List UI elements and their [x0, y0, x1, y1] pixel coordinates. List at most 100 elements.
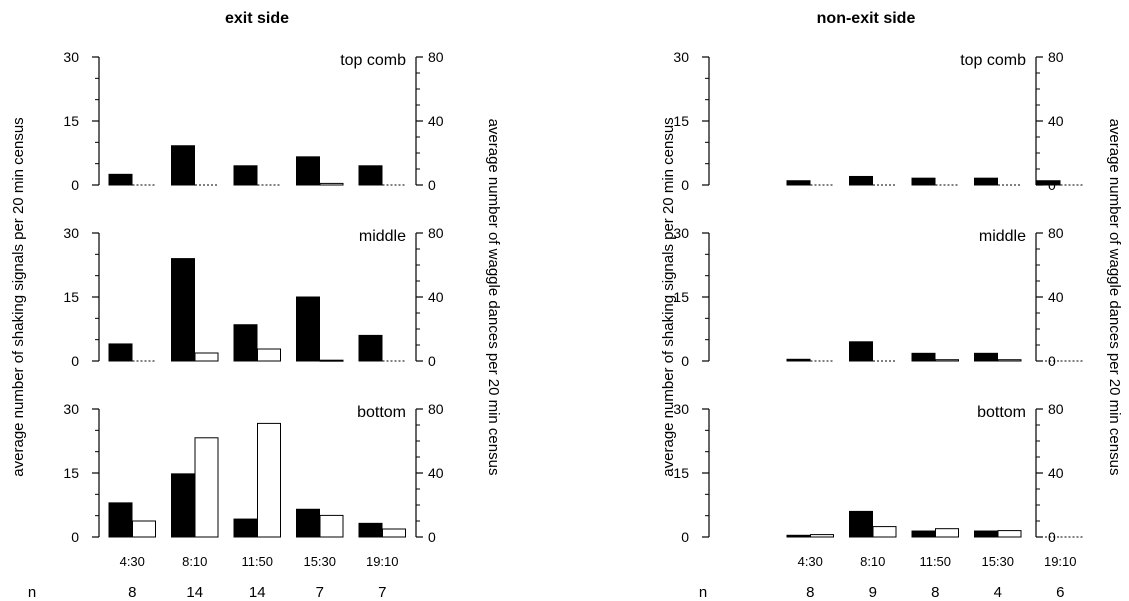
shaking-signal-bar [786, 358, 811, 362]
n-value: 8 [931, 584, 939, 601]
shaking-signal-bar [171, 258, 195, 362]
right-tick-label: 40 [428, 113, 444, 129]
left-tick-label: 15 [63, 465, 79, 481]
x-tick-label: 4:30 [120, 554, 145, 569]
left-tick-label: 0 [71, 529, 79, 545]
waggle-dance-bar [194, 352, 219, 362]
waggle-dance-bar [319, 514, 344, 538]
x-tick-label: 8:10 [182, 554, 207, 569]
right-tick-label: 80 [1048, 225, 1064, 241]
n-value: 8 [806, 584, 814, 601]
shaking-signal-bar [233, 518, 258, 538]
right-tick-label: 0 [428, 529, 436, 545]
waggle-dance-bar [319, 182, 344, 186]
x-tick-label: 15:30 [303, 554, 336, 569]
panel-bottom: 0 15 30 0 40 80 bottom [673, 401, 1084, 545]
n-value: 7 [316, 584, 324, 601]
n-value: 14 [186, 584, 203, 601]
waggle-dance-bar [810, 534, 834, 538]
shaking-signal-bar [233, 165, 258, 186]
n-row-label: n [699, 584, 707, 601]
right-tick-label: 40 [428, 465, 444, 481]
y-axis-label-left: average number of shaking signals per 20… [660, 117, 677, 476]
right-tick-label: 0 [1048, 353, 1056, 369]
shaking-signal-bar [296, 296, 320, 362]
left-tick-label: 30 [63, 401, 79, 417]
right-tick-label: 80 [1048, 49, 1064, 65]
right-tick-label: 0 [428, 353, 436, 369]
waggle-dance-bar [319, 359, 344, 362]
shaking-signal-bar [974, 352, 998, 362]
shaking-signal-bar [849, 510, 873, 538]
x-tick-label: 19:10 [366, 554, 399, 569]
right-tick-label: 80 [428, 401, 444, 417]
right-tick-label: 0 [1048, 529, 1056, 545]
shaking-signal-bar [296, 508, 320, 538]
shaking-signal-bar [849, 175, 873, 186]
waggle-dance-bar [997, 359, 1022, 362]
panel-label: middle [359, 228, 406, 245]
chart-title: exit side [225, 10, 289, 27]
shaking-signal-bar [358, 165, 383, 186]
right-tick-label: 0 [428, 177, 436, 193]
left-tick-label: 15 [63, 113, 79, 129]
shaking-signal-bar [171, 145, 195, 186]
waggle-dance-bar [872, 526, 897, 538]
shaking-signal-bar [108, 502, 133, 538]
shaking-signal-bar [171, 473, 195, 538]
shaking-signal-bar [911, 177, 936, 186]
panel-middle: 0 15 30 0 40 80 middle [673, 225, 1084, 369]
left-tick-label: 0 [71, 353, 79, 369]
waggle-dance-bar [997, 530, 1022, 538]
shaking-signal-bar [974, 530, 998, 538]
panel-label: bottom [977, 404, 1026, 421]
shaking-signal-bar [358, 522, 383, 538]
right-tick-label: 40 [1048, 465, 1064, 481]
waggle-dance-bar [257, 422, 281, 538]
n-value: 14 [249, 584, 266, 601]
right-tick-label: 40 [428, 289, 444, 305]
n-value: 6 [1056, 584, 1064, 601]
x-tick-label: 19:10 [1044, 554, 1077, 569]
waggle-dance-bar [194, 437, 219, 538]
panel-middle: 0 15 30 0 40 80 middle [63, 225, 443, 369]
right-tick-label: 40 [1048, 113, 1064, 129]
shaking-signal-bar [296, 156, 320, 186]
shaking-signal-bar [358, 334, 383, 362]
shaking-signal-bar [1036, 180, 1061, 186]
x-tick-label: 15:30 [981, 554, 1014, 569]
shaking-signal-bar [974, 177, 998, 186]
left-tick-label: 30 [673, 225, 689, 241]
right-tick-label: 80 [1048, 401, 1064, 417]
waggle-dance-bar [257, 348, 281, 362]
waggle-dance-bar [935, 359, 959, 362]
n-value: 8 [128, 584, 136, 601]
left-tick-label: 30 [673, 49, 689, 65]
left-tick-label: 30 [63, 49, 79, 65]
x-tick-label: 11:50 [241, 554, 273, 569]
waggle-dance-bar [132, 520, 156, 538]
shaking-signal-bar [911, 530, 936, 538]
left-tick-label: 15 [63, 289, 79, 305]
right-tick-label: 40 [1048, 289, 1064, 305]
n-row-label: n [28, 584, 36, 601]
left-tick-label: 15 [673, 113, 689, 129]
x-tick-label: 11:50 [919, 554, 951, 569]
left-tick-label: 0 [681, 353, 689, 369]
shaking-signal-bar [108, 173, 133, 186]
panel-label: middle [979, 228, 1026, 245]
shaking-signal-bar [786, 534, 811, 538]
right-tick-label: 80 [428, 49, 444, 65]
y-axis-label-left: average number of shaking signals per 20… [10, 117, 27, 476]
left-tick-label: 15 [673, 289, 689, 305]
left-tick-label: 30 [63, 225, 79, 241]
panel-label: top comb [340, 52, 406, 69]
y-axis-label-right: average number of waggle dances per 20 m… [485, 119, 502, 476]
panel-label: bottom [357, 404, 406, 421]
chart-title: non-exit side [817, 10, 916, 27]
panel-bottom: 0 15 30 0 40 80 bottom [63, 401, 443, 545]
x-tick-label: 8:10 [860, 554, 885, 569]
